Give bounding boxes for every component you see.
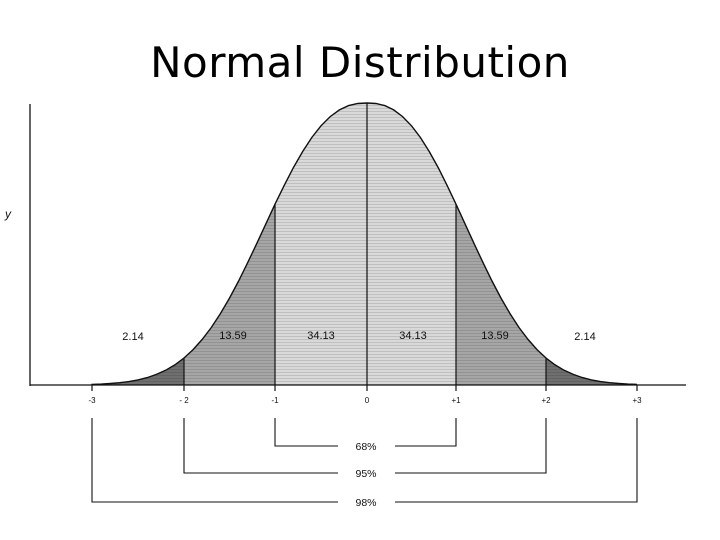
bracket-three-sd — [91, 418, 638, 503]
region-left-center-texture — [275, 103, 367, 385]
region-left-mid-texture — [184, 204, 275, 385]
area-label-right-center: 34.13 — [399, 330, 427, 342]
tick-label-plus-2: +2 — [541, 396, 551, 405]
tick-label-minus-2: - 2 — [179, 396, 189, 405]
bracket-label-three-sd: 98% — [355, 497, 376, 509]
tick-label-plus-3: +3 — [632, 396, 642, 405]
curve-regions — [92, 103, 637, 385]
area-label-left-mid: 13.59 — [219, 330, 247, 342]
bracket-label-two-sd: 95% — [355, 468, 376, 480]
area-label-right-tail: 2.14 — [574, 331, 595, 343]
area-label-left-tail: 2.14 — [122, 331, 143, 343]
tick-label-zero: 0 — [365, 396, 370, 405]
tick-label-minus-3: -3 — [88, 396, 96, 405]
area-label-right-mid: 13.59 — [481, 330, 509, 342]
tick-label-plus-1: +1 — [451, 396, 461, 405]
bracket-label-one-sd: 68% — [355, 441, 376, 453]
region-right-center-texture — [367, 103, 456, 385]
bell-curve — [91, 102, 638, 386]
bracket-two-sd — [183, 418, 547, 474]
tick-label-minus-1: -1 — [271, 396, 279, 405]
region-right-mid-texture — [456, 204, 546, 385]
region-left-tail-texture — [92, 358, 184, 385]
y-axis-label: y — [4, 207, 12, 221]
diagram-title: Normal Distribution — [150, 38, 570, 87]
area-label-left-center: 34.13 — [307, 330, 335, 342]
bracket-one-sd — [274, 418, 457, 447]
region-right-tail-texture — [546, 358, 637, 385]
